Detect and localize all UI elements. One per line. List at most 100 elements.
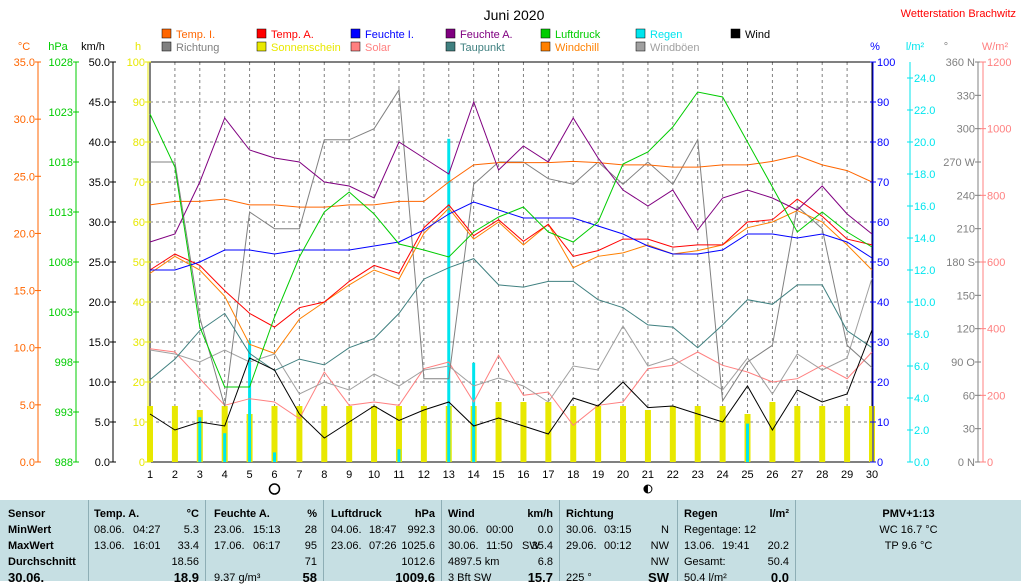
axis-tick-label: 5.0	[95, 417, 110, 429]
sonnenschein-bar	[395, 406, 402, 462]
x-tick-label: 19	[592, 469, 604, 481]
legend-swatch	[540, 28, 551, 39]
axis-tick-label: 40	[133, 297, 145, 309]
axis-tick-label: 35.0	[14, 57, 35, 69]
windchill-line	[149, 207, 873, 354]
wind-min-val: 0.0	[537, 524, 553, 536]
axis-tick-label: 210	[957, 224, 975, 236]
axis-tick-label: 50.0	[89, 57, 110, 69]
temp-avg: 18.56	[171, 556, 199, 568]
feuchte-unit: %	[307, 508, 317, 520]
windboeen-line	[149, 277, 873, 403]
legend: Temp. I. Temp. A. Feuchte I. Feuchte A. Luft…	[161, 28, 770, 54]
sonnenschein-bar	[570, 406, 577, 462]
sonnenschein-bar	[595, 406, 602, 462]
axis-tick-label: 4.0	[914, 393, 929, 405]
stats-wind: Wind km/h 30.06. 00:00 0.0 30.06. 11:50 SW 35.…	[442, 500, 560, 585]
axis-tick-label: 400	[987, 324, 1005, 336]
richtung-avg: NW	[650, 556, 669, 568]
regen-bar	[223, 433, 227, 462]
feuchte-avg: 71	[304, 556, 317, 568]
axis-tick-label: 270 W	[943, 157, 975, 169]
axis-tick-label: 1000	[987, 124, 1011, 136]
legend-swatch	[730, 28, 741, 39]
axis-tick-label: 1003	[49, 307, 73, 319]
wind-title: Wind	[448, 508, 475, 520]
luftdruck-min-date: 04.06.	[331, 524, 362, 536]
stats-temp: Temp. A. °C 08.06. 04:27 5.3 13.06. 16:01 33.…	[89, 500, 206, 585]
temp-max-time: 16:01	[133, 540, 161, 552]
temp-unit: °C	[186, 508, 199, 520]
legend-label: Solar	[365, 42, 391, 54]
x-tick-label: 20	[617, 469, 629, 481]
legend-swatch	[161, 41, 172, 52]
label-avg: Durchschnitt	[8, 556, 76, 568]
axis-tick-label: 0.0	[914, 457, 929, 469]
wind-avg-km: 4897.5 km	[448, 556, 500, 568]
axis-tick-label: 150	[957, 290, 975, 302]
regen-bar	[198, 417, 202, 462]
temp-a-line	[149, 198, 873, 328]
axis-tick-label: 0	[877, 457, 883, 469]
x-tick-label: 18	[567, 469, 579, 481]
feuchte-min-time: 15:13	[253, 524, 281, 536]
axis-tick-label: 80	[877, 137, 889, 149]
richtung-max-val: NW	[650, 540, 669, 552]
regen-bar	[746, 423, 750, 462]
label-sensor: Sensor	[8, 508, 46, 520]
sonnenschein-bar	[495, 402, 502, 462]
wind-cur-label: 3 Bft SW	[448, 572, 492, 584]
regen-title: Regen	[684, 508, 718, 520]
axis-tick-label: 60	[133, 217, 145, 229]
axis-tick-label: 50	[133, 257, 145, 269]
temp-max-val: 33.4	[177, 540, 199, 552]
luftdruck-max-time: 07:26	[369, 540, 397, 552]
sonnenschein-bar	[321, 406, 328, 462]
richtung-cur: SW	[648, 570, 669, 585]
x-tick-label: 16	[517, 469, 529, 481]
axis-tick-label: 80	[133, 137, 145, 149]
feuchte-cur: 58	[302, 570, 317, 585]
sonnenschein-bar	[346, 406, 353, 462]
wind-avg: 6.8	[537, 556, 553, 568]
legend-label: Sonnenschein	[271, 42, 341, 54]
richtung-min-date: 30.06.	[566, 524, 597, 536]
axis-tick-label: 40	[877, 297, 889, 309]
x-tick-label: 25	[741, 469, 753, 481]
axis-unit-label: km/h	[81, 41, 105, 53]
feuchte-min-date: 23.06.	[214, 524, 245, 536]
legend-label: Regen	[650, 29, 682, 41]
axis-tick-label: 0.0	[20, 457, 35, 469]
axis-tick-label: 60	[877, 217, 889, 229]
sonnenschein-bar	[545, 402, 552, 462]
axis-tick-label: 800	[987, 190, 1005, 202]
sonnenschein-bar	[694, 406, 701, 462]
legend-swatch	[256, 41, 267, 52]
legend-label: Feuchte I.	[365, 29, 414, 41]
richtung-max-date: 29.06.	[566, 540, 597, 552]
luftdruck-cur: 1009.6	[395, 570, 435, 585]
axis-tick-label: 0	[987, 457, 993, 469]
axis-tick-label: 20.0	[14, 228, 35, 240]
axis-tick-label: 1200	[987, 57, 1011, 69]
luftdruck-max-val: 1025.6	[401, 540, 435, 552]
pmv-tp: TP 9.6 °C	[884, 540, 933, 552]
axis-tick-label: 1018	[49, 157, 73, 169]
legend-label: Windchill	[555, 42, 599, 54]
x-tick-label: 29	[841, 469, 853, 481]
regen-cur-label: 50.4 l/m²	[684, 572, 727, 584]
regen-tage: Regentage: 12	[684, 524, 757, 536]
axis-tick-label: 2.0	[914, 425, 929, 437]
x-tick-label: 12	[418, 469, 430, 481]
legend-label: Feuchte A.	[460, 29, 513, 41]
legend-label: Windböen	[650, 42, 700, 54]
x-tick-label: 14	[468, 469, 480, 481]
temp-i-line	[149, 155, 873, 208]
axis-tick-label: 0.0	[95, 457, 110, 469]
feuchte-min-val: 28	[304, 524, 317, 536]
regen-bar	[272, 452, 276, 462]
legend-swatch	[635, 28, 646, 39]
x-tick-label: 2	[172, 469, 178, 481]
temp-min-time: 04:27	[133, 524, 161, 536]
axis-tick-label: 70	[877, 177, 889, 189]
